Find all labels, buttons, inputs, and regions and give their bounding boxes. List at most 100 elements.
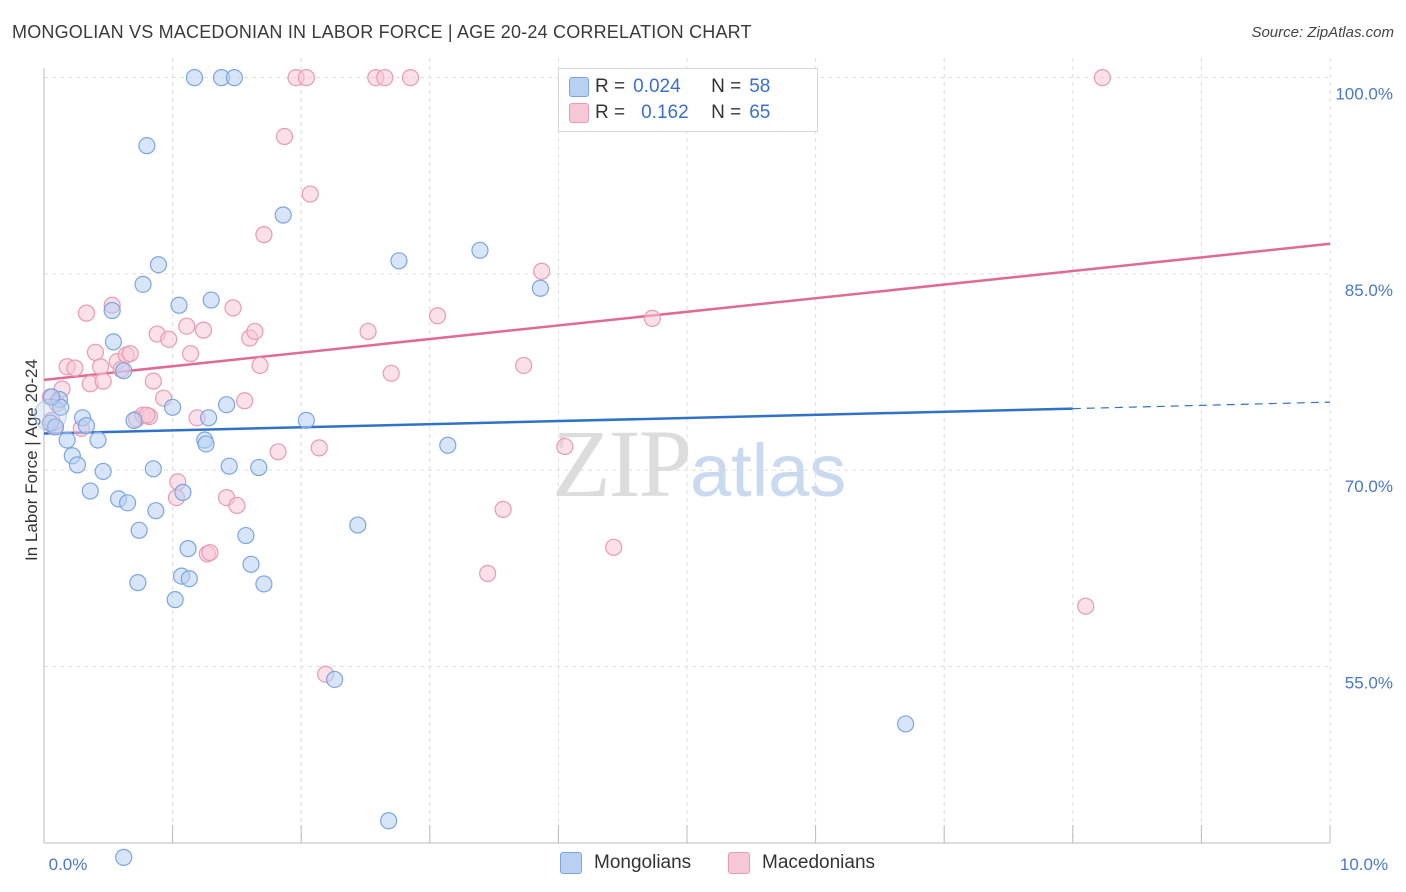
macedonian-point: [275, 127, 294, 146]
y-tick-label: 55.0%: [1345, 673, 1393, 692]
mongolian-point: [200, 409, 218, 427]
y-tick-label: 100.0%: [1335, 85, 1393, 104]
mongolian-point: [170, 296, 188, 314]
mongolian-point: [68, 456, 87, 474]
mongolian-point: [147, 502, 165, 520]
bottom-legend-swatch-blue: [560, 852, 582, 874]
macedonian-point: [382, 364, 400, 382]
axes: [43, 68, 1331, 844]
mongolian-point-large: [33, 398, 67, 432]
mongolian-point: [197, 435, 215, 453]
macedonian-point: [182, 345, 200, 363]
mongolian-point: [237, 526, 255, 545]
macedonian-point: [533, 262, 551, 280]
legend-n-value: 58: [749, 76, 771, 97]
macedonian-point: [144, 372, 162, 390]
bottom-legend-label: Macedonians: [762, 852, 876, 873]
macedonian-point: [605, 538, 623, 556]
mongolian-point: [115, 362, 133, 380]
legend-n-label: N =: [711, 76, 742, 97]
grid-lines: [44, 58, 1331, 843]
mongolian-point: [174, 483, 192, 501]
mongolian-point: [89, 431, 107, 449]
legend-row-mongolians: R = 0.024 N = 58: [569, 74, 771, 100]
source-credit: Source: ZipAtlas.com: [1251, 24, 1394, 41]
macedonian-point: [77, 304, 96, 322]
macedonian-point: [121, 345, 139, 363]
tick-labels: 100.0% 85.0% 70.0% 55.0% 0.0% 10.0%: [49, 85, 1393, 874]
mongolian-point: [164, 398, 182, 416]
mongolian-point: [471, 241, 489, 259]
macedonian-point: [66, 359, 84, 377]
macedonian-point: [479, 564, 497, 583]
macedonian-point: [376, 69, 394, 87]
macedonian-point: [301, 185, 319, 203]
mongolian-point: [180, 570, 198, 588]
bottom-legend-swatch-pink: [728, 852, 750, 874]
legend-row-macedonians: R = 0.162 N = 65: [569, 100, 771, 126]
mongolian-point: [349, 516, 367, 534]
macedonian-point: [91, 358, 110, 376]
mongolian-trend-extension: [1072, 401, 1331, 410]
mongolian-point: [185, 69, 204, 87]
mongolian-point: [274, 206, 292, 224]
mongolian-point: [115, 848, 133, 866]
macedonian-point: [297, 69, 315, 87]
mongolian-point: [250, 458, 268, 477]
macedonian-point: [251, 356, 269, 375]
macedonian-point: [494, 500, 512, 518]
macedonian-point: [194, 321, 213, 339]
mongolian-point: [218, 396, 236, 414]
x-tick-label: 10.0%: [1340, 855, 1388, 874]
mongolian-point: [531, 279, 549, 297]
legend-swatch-pink: [569, 103, 589, 123]
mongolian-point: [58, 431, 76, 449]
macedonian-point: [643, 309, 661, 327]
macedonian-point: [269, 443, 287, 461]
legend-n-label: N =: [711, 102, 742, 123]
legend-r-label: R =: [595, 76, 626, 97]
legend-r-label: R =: [595, 102, 626, 123]
mongolian-point: [43, 388, 61, 406]
mongolian-point: [202, 291, 220, 309]
mongolian-point: [103, 301, 121, 320]
chart-title: MONGOLIAN VS MACEDONIAN IN LABOR FORCE |…: [12, 22, 752, 42]
macedonian-point: [236, 392, 254, 410]
mongolian-point: [326, 670, 344, 689]
data-points: [33, 69, 1111, 866]
macedonian-point: [359, 322, 377, 341]
legend-r-value: 0.162: [641, 102, 689, 123]
mongolian-point: [255, 575, 273, 593]
mongolian-point: [130, 521, 148, 539]
mongolian-point: [220, 457, 238, 475]
x-tick-label: 0.0%: [49, 855, 88, 874]
macedonian-point: [224, 299, 242, 317]
macedonian-point: [94, 372, 112, 390]
mongolian-point: [81, 482, 99, 500]
mongolian-point: [297, 411, 315, 430]
macedonian-point: [401, 69, 420, 87]
macedonian-point: [556, 437, 574, 456]
macedonian-point: [228, 496, 246, 515]
mongolian-point: [149, 256, 168, 274]
mongolian-point: [179, 540, 197, 558]
macedonian-point: [255, 226, 273, 244]
mongolian-point: [138, 137, 156, 155]
macedonian-point: [86, 343, 105, 361]
mongolian-point: [129, 574, 147, 592]
mongolian-point: [242, 555, 260, 573]
bottom-legend-macedonians: Macedonians: [728, 852, 875, 874]
y-tick-label: 70.0%: [1345, 477, 1393, 496]
mongolian-trend-line: [43, 407, 1073, 435]
legend-n-value: 65: [749, 102, 771, 123]
mongolian-point: [897, 715, 915, 733]
mongolian-point: [439, 436, 457, 454]
mongolian-point: [118, 494, 137, 512]
mongolian-point: [104, 333, 123, 351]
legend-swatch-blue: [569, 77, 589, 97]
mongolian-point: [77, 417, 96, 435]
macedonian-point: [515, 356, 533, 375]
bottom-legend-label: Mongolians: [594, 852, 692, 873]
mongolian-point: [125, 411, 143, 430]
macedonian-point: [201, 543, 219, 562]
